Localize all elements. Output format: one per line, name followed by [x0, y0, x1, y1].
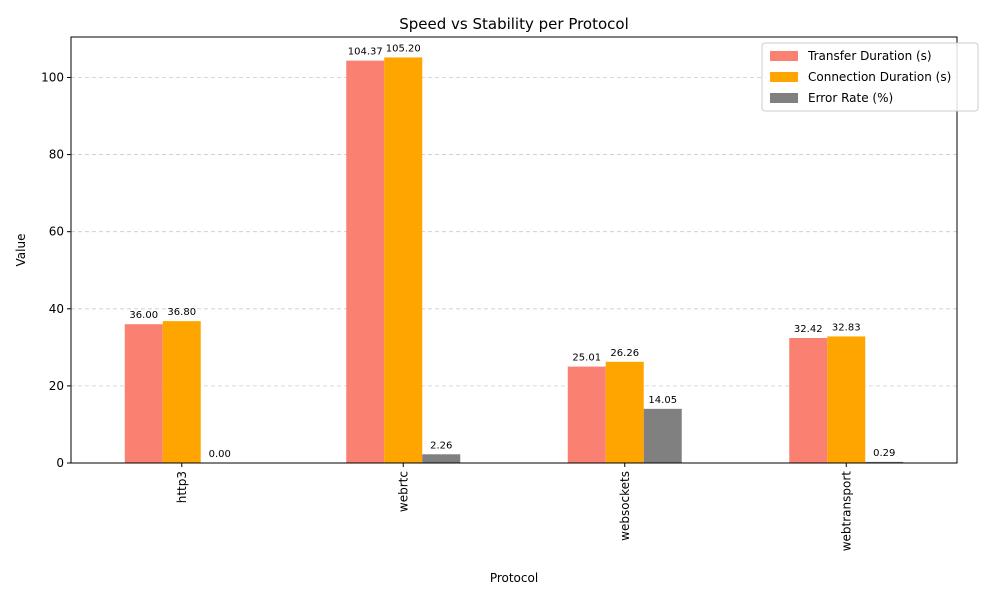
y-tick-label: 60: [49, 225, 64, 239]
x-axis-label: Protocol: [490, 571, 538, 585]
bar-value-label: 25.01: [572, 353, 601, 364]
legend: Transfer Duration (s) Connection Duration…: [761, 42, 979, 112]
bar-value-label: 36.80: [167, 307, 196, 318]
bar: [605, 361, 644, 463]
bar-value-label: 0.29: [873, 448, 895, 459]
bars: [124, 57, 904, 464]
bar: [643, 408, 682, 463]
bar: [865, 461, 904, 463]
bar-value-label: 32.83: [832, 322, 861, 333]
legend-swatch: [770, 93, 798, 103]
legend-swatch: [770, 51, 798, 61]
bar-value-label: 26.26: [610, 348, 639, 359]
bar: [124, 324, 163, 463]
bar: [567, 366, 606, 463]
bar: [827, 336, 866, 463]
y-tick-label: 80: [49, 148, 64, 162]
x-tick-label: http3: [175, 471, 189, 503]
x-tick-label: webtransport: [839, 471, 853, 552]
legend-swatch: [770, 72, 798, 82]
bar-value-label: 32.42: [794, 324, 823, 335]
bar: [384, 57, 423, 463]
bar-value-label: 105.20: [386, 43, 421, 54]
bar: [346, 60, 385, 464]
data-labels: 36.00 36.80 0.00 104.37 105.20 2.26 25.01 26.26…: [129, 43, 895, 460]
bar: [162, 321, 201, 463]
y-tick-label: 20: [49, 379, 64, 393]
legend-label: Transfer Duration (s): [807, 49, 932, 63]
bar: [422, 454, 461, 463]
bar: [789, 338, 828, 463]
bar-value-label: 0.00: [209, 449, 231, 460]
y-tick-label: 100: [41, 70, 64, 84]
y-tick-label: 0: [56, 456, 64, 470]
bar-value-label: 14.05: [648, 395, 677, 406]
bar-value-label: 2.26: [430, 440, 452, 451]
legend-label: Error Rate (%): [808, 91, 893, 105]
legend-box: [761, 42, 979, 112]
x-tick-label: websockets: [618, 471, 632, 541]
x-tick-label: webrtc: [396, 471, 410, 512]
bar-value-label: 36.00: [129, 310, 158, 321]
legend-label: Connection Duration (s): [808, 70, 951, 84]
y-axis-label: Value: [14, 234, 28, 267]
y-axis-ticks: 0 20 40 60 80 100: [41, 70, 71, 470]
plot-frame: [70, 36, 958, 464]
y-tick-label: 40: [49, 302, 64, 316]
chart-title: Speed vs Stability per Protocol: [399, 15, 629, 33]
bar-value-label: 104.37: [348, 47, 383, 58]
x-axis-ticks: http3 webrtc websockets webtransport: [175, 463, 853, 552]
